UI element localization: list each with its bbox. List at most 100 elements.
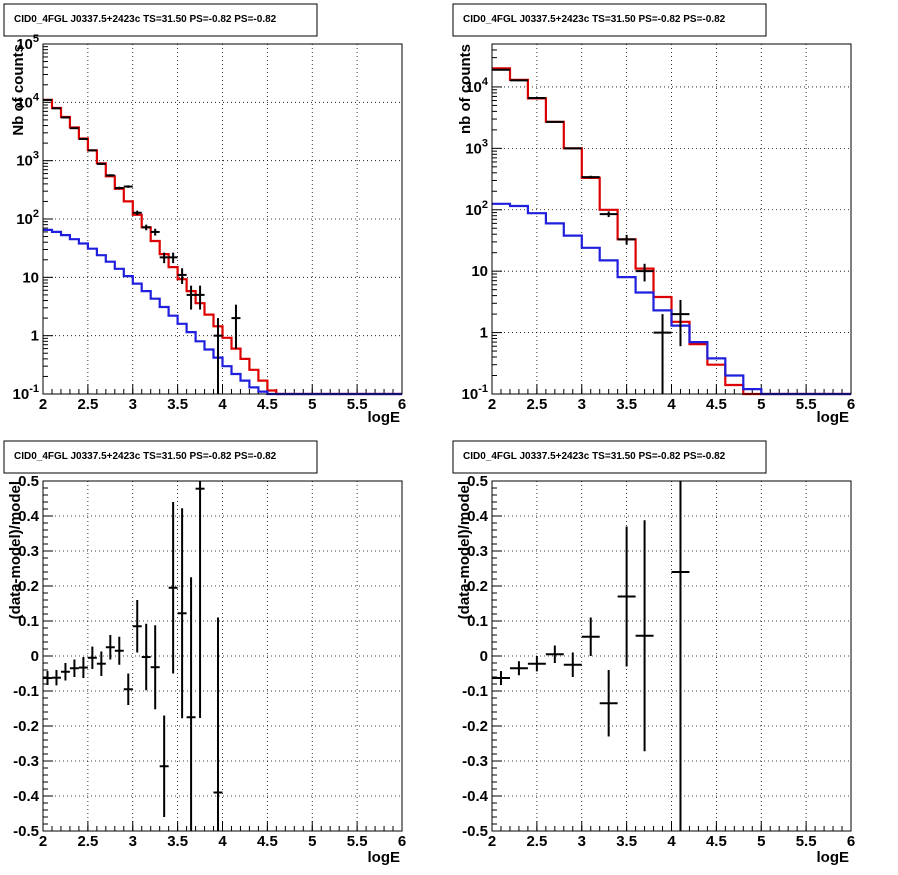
x-tick-label: 5.5 [347, 833, 368, 850]
y-tick-label: -0.1 [462, 683, 488, 700]
y-tick-label: 105 [16, 33, 39, 53]
panel-title: CID0_4FGL J0337.5+2423c TS=31.50 PS=-0.8… [14, 14, 277, 25]
y-tick-label: 102 [465, 199, 488, 219]
x-tick-label: 2.5 [526, 396, 547, 413]
x-tick-label: 5 [757, 833, 765, 850]
x-tick-label: 5.5 [796, 833, 817, 850]
plot-frame [42, 43, 403, 395]
x-tick-label: 6 [398, 833, 406, 850]
y-tick-label: 1 [31, 328, 39, 345]
plot-area: 2 2.5 3 3.5 4 4.5 5 5.5 6 -0.5 -0.4 -0.3 -0.2 -0.1 0 0.… [13, 473, 406, 850]
x-tick-label: 3 [129, 396, 137, 413]
plot-frame [42, 480, 403, 832]
x-tick-label: 2.5 [526, 833, 547, 850]
x-tick-label: 6 [847, 396, 855, 413]
x-tick-label: 6 [847, 833, 855, 850]
y-tick-label: 0.5 [18, 473, 39, 490]
x-tick-label: 5 [757, 396, 765, 413]
y-tick-label: 103 [16, 150, 39, 170]
y-tick-label: 0.3 [18, 543, 39, 560]
y-axis-label: (data-model)/model [456, 481, 473, 619]
x-tick-label: 3.5 [167, 833, 188, 850]
x-tick-label: 2 [488, 396, 496, 413]
x-tick-label: 4.5 [706, 396, 727, 413]
y-tick-label: 10-1 [462, 383, 488, 403]
y-axis-label: Nb of counts [10, 44, 27, 136]
y-tick-label: -0.1 [13, 683, 39, 700]
y-tick-label: 0.3 [467, 543, 488, 560]
panel-title-box [3, 3, 318, 37]
x-tick-label: 4 [667, 396, 676, 413]
x-tick-label: 4 [218, 396, 227, 413]
plot-background [492, 44, 851, 394]
y-tick-label: 0.2 [467, 578, 488, 595]
panel-title-box [452, 440, 767, 474]
y-tick-label: -0.3 [13, 753, 39, 770]
y-tick-label: 0.4 [467, 508, 489, 525]
residuals-panel-finebins: CID0_4FGL J0337.5+2423c TS=31.50 PS=-0.8… [3, 440, 406, 866]
y-tick-label: -0.5 [462, 823, 488, 840]
y-tick-label: 0.2 [18, 578, 39, 595]
y-tick-label: 10 [471, 263, 488, 280]
y-axis-label: nb of counts [457, 44, 474, 134]
y-tick-label: 103 [465, 137, 488, 157]
panel-title-box [452, 3, 767, 37]
y-tick-label: -0.5 [13, 823, 39, 840]
x-tick-label: 5 [308, 833, 316, 850]
y-tick-label: 104 [465, 76, 489, 96]
x-tick-label: 3 [129, 833, 137, 850]
x-tick-label: 4 [218, 833, 227, 850]
x-axis-label: logE [817, 849, 850, 866]
plot-background [43, 481, 402, 831]
x-tick-label: 4.5 [257, 833, 278, 850]
y-tick-label: 104 [16, 91, 40, 111]
plot-frame [491, 480, 852, 832]
y-tick-label: 0 [480, 648, 488, 665]
y-tick-label: 10-1 [13, 383, 39, 403]
x-tick-label: 2 [39, 833, 47, 850]
plot-area: 2 2.5 3 3.5 4 4.5 5 5.5 6 10-1 1 10 102 103 104 105 [13, 33, 407, 413]
x-tick-label: 4.5 [706, 833, 727, 850]
y-tick-label: -0.2 [462, 718, 488, 735]
x-axis-label: logE [817, 409, 850, 426]
residuals-panel-coarsebins: CID0_4FGL J0337.5+2423c TS=31.50 PS=-0.8… [452, 440, 855, 866]
x-tick-label: 2 [39, 396, 47, 413]
y-tick-label: 0 [31, 648, 39, 665]
panel-title: CID0_4FGL J0337.5+2423c TS=31.50 PS=-0.8… [463, 14, 726, 25]
x-tick-label: 3.5 [616, 396, 637, 413]
plot-area: 2 2.5 3 3.5 4 4.5 5 5.5 6 -0.5 -0.4 -0.3 -0.2 -0.1 0 0.… [462, 473, 855, 850]
x-tick-label: 3.5 [167, 396, 188, 413]
x-tick-label: 6 [398, 396, 406, 413]
source-model-histogram [492, 202, 851, 396]
counts-panel-coarsebins: CID0_4FGL J0337.5+2423c TS=31.50 PS=-0.8… [452, 3, 855, 426]
counts-panel-finebins: CID0_4FGL J0337.5+2423c TS=31.50 PS=-0.8… [3, 3, 407, 426]
y-tick-label: -0.4 [13, 788, 40, 805]
x-tick-label: 2.5 [77, 396, 98, 413]
x-tick-label: 5.5 [796, 396, 817, 413]
panel-title: CID0_4FGL J0337.5+2423c TS=31.50 PS=-0.8… [463, 451, 726, 462]
x-axis-label: logE [368, 849, 401, 866]
y-tick-label: -0.4 [462, 788, 489, 805]
y-tick-label: -0.3 [462, 753, 488, 770]
plot-area: 2 2.5 3 3.5 4 4.5 5 5.5 6 10-1 1 10 102 103 104 [462, 43, 855, 413]
y-tick-label: -0.2 [13, 718, 39, 735]
panel-title-box [3, 440, 318, 474]
y-tick-label: 1 [480, 325, 488, 342]
y-axis-label: (data-model)/model [7, 481, 24, 619]
x-tick-label: 4 [667, 833, 676, 850]
y-tick-label: 0.4 [18, 508, 40, 525]
x-tick-label: 2 [488, 833, 496, 850]
panel-title: CID0_4FGL J0337.5+2423c TS=31.50 PS=-0.8… [14, 451, 277, 462]
x-tick-label: 2.5 [77, 833, 98, 850]
x-tick-label: 3.5 [616, 833, 637, 850]
x-axis-label: logE [368, 409, 401, 426]
y-tick-label: 10 [22, 269, 39, 286]
y-tick-label: 0.5 [467, 473, 488, 490]
y-tick-label: 102 [16, 208, 39, 228]
plot-frame [491, 43, 852, 395]
x-tick-label: 3 [578, 396, 586, 413]
plot-background [492, 481, 851, 831]
x-tick-label: 5.5 [347, 396, 368, 413]
y-tick-label: 0.1 [18, 613, 39, 630]
